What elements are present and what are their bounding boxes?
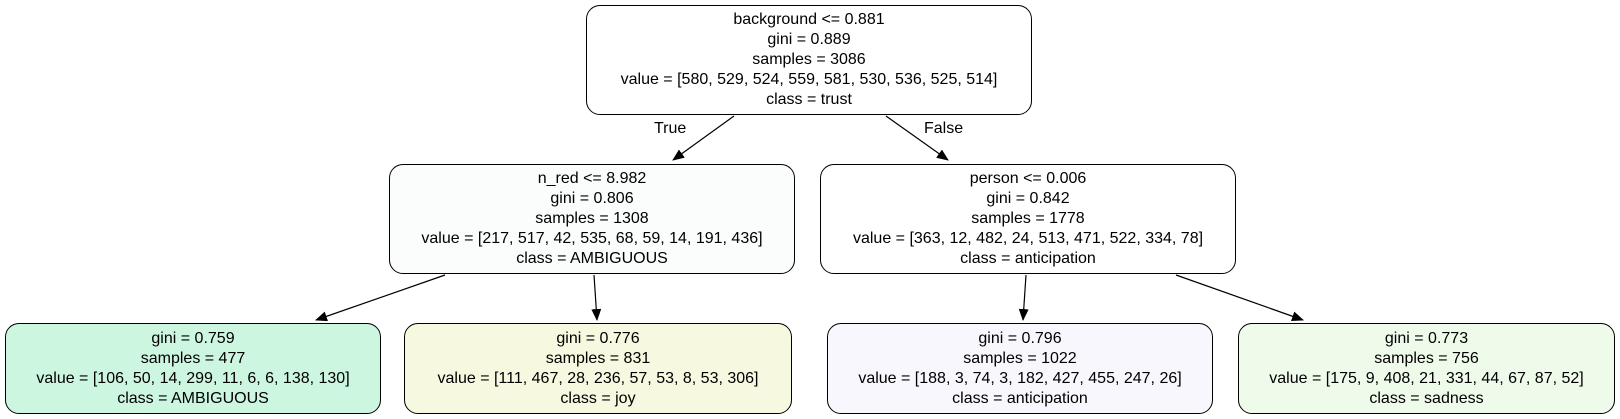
node-value: value = [580, 529, 524, 559, 581, 530, 5… (620, 71, 998, 88)
node-samples: samples = 1308 (535, 210, 649, 227)
node-class: class = joy (560, 389, 636, 407)
node-samples: samples = 477 (140, 349, 246, 367)
node-class: class = AMBIGUOUS (516, 250, 668, 267)
tree-node-left: n_red <= 8.982 gini = 0.806 samples = 13… (389, 164, 795, 274)
node-value: value = [106, 50, 14, 299, 11, 6, 6, 138… (36, 369, 350, 387)
node-class: class = anticipation (952, 389, 1088, 407)
node-samples: samples = 1022 (963, 349, 1077, 367)
node-split-condition: n_red <= 8.982 (537, 170, 647, 187)
node-gini: gini = 0.842 (986, 190, 1070, 207)
tree-leaf-2: gini = 0.776 samples = 831 value = [111,… (404, 323, 792, 414)
node-split-condition: person <= 0.006 (969, 170, 1087, 187)
tree-leaf-3: gini = 0.796 samples = 1022 value = [188… (827, 323, 1213, 414)
node-class: class = sadness (1369, 389, 1484, 407)
edge-left-leaf1 (315, 274, 446, 322)
node-class: class = trust (766, 91, 852, 108)
edge-root-left (672, 115, 735, 161)
node-gini: gini = 0.806 (550, 190, 634, 207)
node-gini: gini = 0.773 (1384, 329, 1469, 347)
node-samples: samples = 831 (545, 349, 651, 367)
node-split-condition: background <= 0.881 (733, 11, 885, 28)
node-class: class = AMBIGUOUS (117, 389, 269, 407)
node-gini: gini = 0.889 (767, 31, 851, 48)
node-value: value = [363, 12, 482, 24, 513, 471, 522… (852, 230, 1204, 247)
tree-node-right: person <= 0.006 gini = 0.842 samples = 1… (820, 164, 1236, 274)
edge-label-false: False (924, 120, 964, 137)
node-value: value = [111, 467, 28, 236, 57, 53, 8, 5… (437, 369, 759, 387)
node-value: value = [217, 517, 42, 535, 68, 59, 14, … (421, 230, 763, 247)
node-samples: samples = 756 (1374, 349, 1479, 367)
tree-leaf-4: gini = 0.773 samples = 756 value = [175,… (1238, 323, 1615, 414)
node-gini: gini = 0.776 (556, 329, 640, 347)
node-gini: gini = 0.759 (151, 329, 235, 347)
edge-left-leaf2 (591, 274, 602, 321)
node-value: value = [188, 3, 74, 3, 182, 427, 455, 2… (858, 369, 1182, 387)
node-samples: samples = 3086 (752, 51, 866, 68)
tree-node-root: background <= 0.881 gini = 0.889 samples… (586, 5, 1032, 115)
tree-leaf-1: gini = 0.759 samples = 477 value = [106,… (5, 323, 381, 414)
edge-right-leaf3 (1018, 274, 1029, 321)
edge-label-true: True (654, 120, 687, 137)
edge-right-leaf4 (1175, 274, 1304, 322)
edge-root-right (885, 115, 949, 161)
node-value: value = [175, 9, 408, 21, 331, 44, 67, 8… (1269, 369, 1584, 387)
node-samples: samples = 1778 (971, 210, 1085, 227)
node-gini: gini = 0.796 (978, 329, 1062, 347)
node-class: class = anticipation (960, 250, 1096, 267)
